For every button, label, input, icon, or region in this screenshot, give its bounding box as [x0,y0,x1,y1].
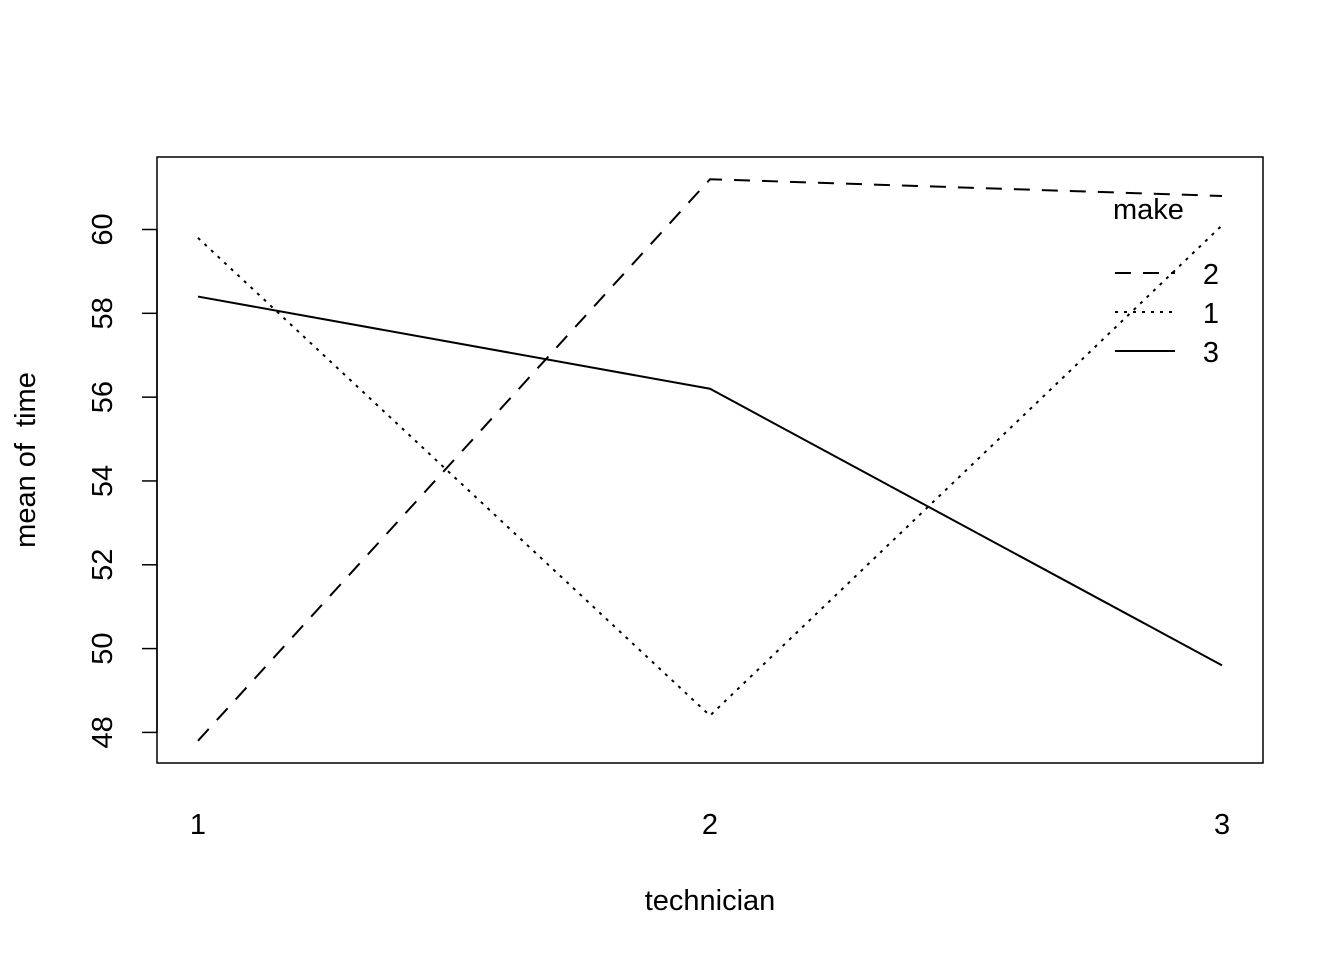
legend-title: make [1113,194,1184,226]
series-line-make-2 [197,178,1223,742]
x-tick-label: 1 [190,809,206,841]
series-line-make-1 [197,224,1223,718]
series-line-make-3 [197,295,1223,667]
y-tick-label: 50 [87,632,119,664]
series-lines [197,178,1223,742]
plot-frame [156,156,1264,764]
y-tick-label: 56 [87,381,119,413]
y-axis-label: mean of time [10,372,42,548]
legend: make 2 1 3 [1113,194,1219,369]
y-tick-label: 60 [87,213,119,245]
y-tick-label: 48 [87,716,119,748]
x-axis-label: technician [645,885,776,917]
x-tick-label: 3 [1214,809,1230,841]
x-axis: 1 2 3 [190,809,1230,841]
legend-label-1: 1 [1203,298,1219,330]
legend-label-3: 3 [1203,337,1219,369]
y-tick-label: 58 [87,297,119,329]
x-tick-label: 2 [702,809,718,841]
legend-label-2: 2 [1203,259,1219,291]
y-tick-label: 54 [87,465,119,497]
y-axis: 48 50 52 54 56 58 60 [87,213,158,749]
y-tick-label: 52 [87,549,119,581]
